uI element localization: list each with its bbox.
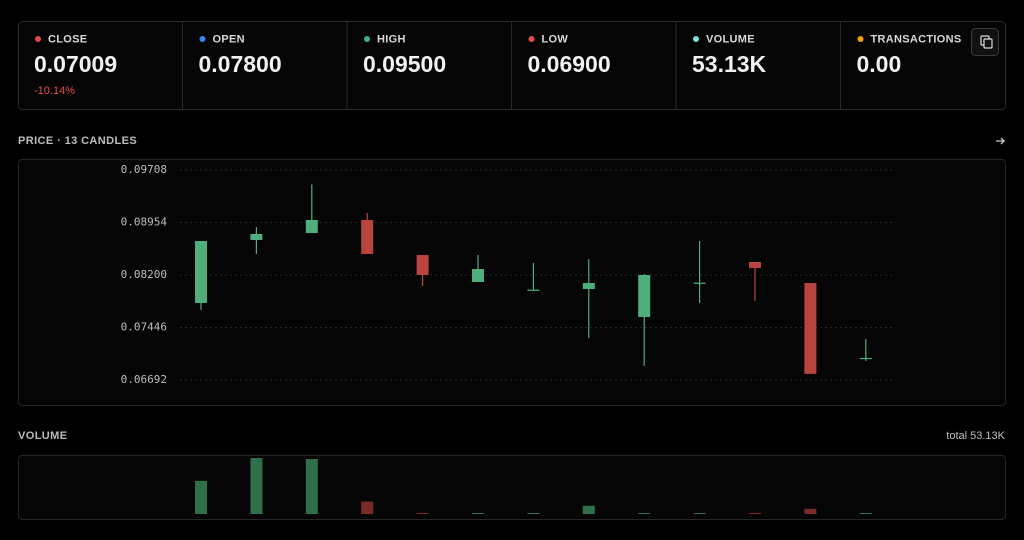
stat-label: TRANSACTIONS <box>871 33 962 45</box>
candle-body <box>804 283 817 374</box>
stat-label: LOW <box>542 33 569 45</box>
volume-bar <box>638 512 651 514</box>
y-tick-label: 0.07446 <box>121 321 167 334</box>
volume-bar <box>693 513 706 514</box>
stat-dot <box>857 36 864 42</box>
stat-value: 0.07009 <box>34 51 117 77</box>
candle-body <box>472 269 484 282</box>
y-tick-label: 0.08200 <box>121 268 167 281</box>
volume-bar <box>195 480 207 514</box>
volume-panel <box>18 455 1006 520</box>
candle-body <box>859 357 872 360</box>
price-title: PRICE · 13 CANDLES <box>18 135 137 147</box>
candle-body <box>361 219 374 254</box>
candle-body <box>416 255 429 275</box>
stat-value: 0.06900 <box>528 51 611 77</box>
stat-dot <box>528 36 535 42</box>
volume-total: total 53.13K <box>946 430 1005 442</box>
candle-body <box>638 275 651 317</box>
candle-body <box>305 219 318 234</box>
price-panel <box>18 159 1006 406</box>
stat-label: HIGH <box>377 33 406 45</box>
y-tick-label: 0.06692 <box>121 373 167 386</box>
volume-bar <box>416 512 429 514</box>
volume-bar <box>361 501 374 514</box>
stat-value: 0.00 <box>857 51 902 77</box>
stat-label: OPEN <box>213 33 245 45</box>
stat-dot <box>35 36 41 42</box>
stat-dot <box>693 36 699 42</box>
volume-bar <box>749 512 761 514</box>
stat-label: VOLUME <box>706 33 755 45</box>
stat-value: 53.13K <box>692 51 767 77</box>
volume-title: VOLUME <box>18 430 67 442</box>
candle-body <box>195 241 207 303</box>
stat-change: -10.14% <box>34 85 75 97</box>
volume-bar <box>250 458 263 514</box>
volume-bar <box>582 505 595 514</box>
volume-bar <box>472 512 484 514</box>
candle-body <box>582 283 595 289</box>
stat-dot <box>199 36 206 42</box>
stat-value: 0.07800 <box>199 51 282 77</box>
stat-dot <box>364 36 370 42</box>
copy-icon <box>983 38 993 49</box>
copy-button[interactable] <box>971 28 999 56</box>
y-tick-label: 0.08954 <box>121 216 168 229</box>
candle-body <box>693 282 706 284</box>
expand-arrow[interactable] <box>996 137 1005 145</box>
volume-bar <box>305 459 318 514</box>
volume-bar <box>859 512 872 514</box>
candle-body <box>749 261 761 268</box>
stat-label: CLOSE <box>48 33 87 45</box>
volume-bar <box>804 508 817 514</box>
stat-value: 0.09500 <box>363 51 446 77</box>
candle-body <box>250 233 263 240</box>
volume-bar <box>527 512 540 514</box>
y-tick-label: 0.09708 <box>121 163 167 176</box>
candle-body <box>527 289 540 291</box>
